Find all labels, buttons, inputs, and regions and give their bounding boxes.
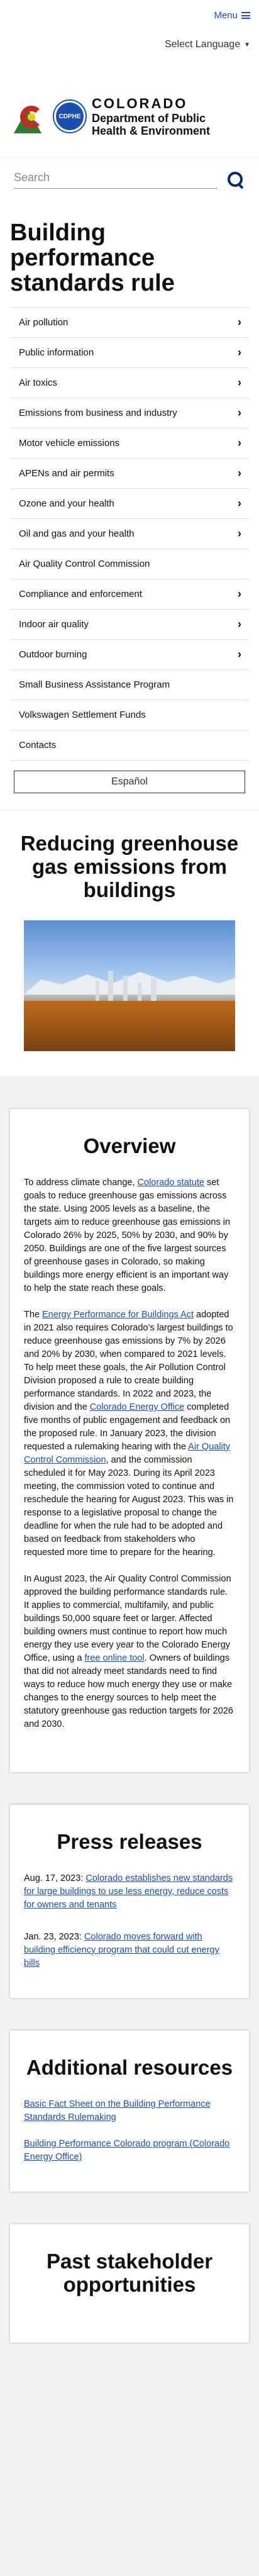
site-header: CDPHE COLORADO Department of Public Heal… bbox=[0, 75, 259, 157]
nav-item[interactable]: Air toxics › bbox=[10, 368, 249, 398]
chevron-right-icon: › bbox=[238, 376, 241, 389]
search-icon[interactable] bbox=[226, 170, 245, 189]
search-bar: Search bbox=[0, 157, 259, 201]
hamburger-icon bbox=[241, 12, 250, 19]
page-title: Building performance standards rule bbox=[10, 220, 175, 296]
menu-label: Menu bbox=[214, 10, 238, 21]
content-cards: Overview To address climate change, Colo… bbox=[0, 1076, 259, 2343]
chevron-right-icon: › bbox=[238, 346, 241, 359]
colorado-energy-office-link[interactable]: Colorado Energy Office bbox=[89, 1402, 185, 1412]
section-nav: Air pollution › Public information › Air tox… bbox=[10, 307, 249, 761]
nav-item-label: Oil and gas and your health bbox=[19, 528, 135, 539]
nav-item[interactable]: Indoor air quality › bbox=[10, 610, 249, 640]
overview-paragraph-3: In August 2023, the Air Quality Control … bbox=[24, 1574, 233, 1729]
nav-item[interactable]: Contacts bbox=[10, 730, 249, 761]
chevron-right-icon: › bbox=[238, 406, 241, 419]
fact-sheet-link[interactable]: Basic Fact Sheet on the Building Perform… bbox=[24, 2099, 211, 2122]
chevron-right-icon: › bbox=[238, 497, 241, 510]
nav-item-label: Indoor air quality bbox=[19, 619, 89, 630]
nav-item-label: Air pollution bbox=[19, 317, 69, 328]
top-bar: Menu Select Language ▼ bbox=[0, 0, 259, 75]
additional-resources-card: Additional resources Basic Fact Sheet on… bbox=[10, 2031, 249, 2192]
nav-item[interactable]: Motor vehicle emissions › bbox=[10, 428, 249, 459]
cdphe-seal: CDPHE bbox=[54, 101, 85, 132]
press-item: Aug. 17, 2023: Colorado establishes new … bbox=[24, 1873, 233, 1910]
nav-item[interactable]: Oil and gas and your health › bbox=[10, 519, 249, 549]
stakeholder-heading: Past stakeholder opportunities bbox=[46, 2250, 213, 2296]
nav-item-label: Outdoor burning bbox=[19, 649, 87, 660]
nav-item[interactable]: Volkswagen Settlement Funds bbox=[10, 700, 249, 730]
press-heading: Press releases bbox=[57, 1830, 202, 1853]
colorado-statute-link[interactable]: Colorado statute bbox=[137, 1178, 204, 1188]
overview-paragraph-2: The Energy Performance for Buildings Act… bbox=[24, 1310, 234, 1558]
energy-performance-act-link[interactable]: Energy Performance for Buildings Act bbox=[42, 1310, 194, 1320]
nav-item[interactable]: Ozone and your health › bbox=[10, 489, 249, 519]
nav-item-label: Air toxics bbox=[19, 377, 57, 388]
chevron-right-icon: › bbox=[238, 527, 241, 540]
department-line-2: Health & Environment bbox=[92, 125, 211, 137]
denver-skyline-image bbox=[24, 920, 235, 1051]
nav-item[interactable]: APENs and air permits › bbox=[10, 459, 249, 489]
caret-down-icon: ▼ bbox=[244, 41, 250, 48]
nav-item-label: Public information bbox=[19, 347, 94, 358]
chevron-right-icon: › bbox=[238, 467, 241, 479]
espanol-button[interactable]: Español bbox=[14, 771, 245, 793]
chevron-right-icon: › bbox=[238, 648, 241, 661]
hero-section: Reducing greenhouse gas emissions from b… bbox=[0, 810, 259, 1076]
press-link-aug-2023[interactable]: Colorado establishes new standards for l… bbox=[24, 1873, 233, 1910]
nav-item-label: Emissions from business and industry bbox=[19, 408, 177, 418]
overview-paragraph-1: To address climate change, Colorado stat… bbox=[24, 1178, 231, 1293]
press-releases-card: Press releases Aug. 17, 2023: Colorado e… bbox=[10, 1805, 249, 1998]
language-select[interactable]: Select Language ▼ bbox=[165, 39, 250, 50]
nav-item[interactable]: Emissions from business and industry › bbox=[10, 398, 249, 428]
overview-card: Overview To address climate change, Colo… bbox=[10, 1109, 249, 1772]
state-name: COLORADO bbox=[92, 96, 188, 111]
nav-item-label: APENs and air permits bbox=[19, 468, 114, 479]
nav-item[interactable]: Compliance and enforcement › bbox=[10, 579, 249, 610]
press-link-jan-2023[interactable]: Colorado moves forward with building eff… bbox=[24, 1932, 219, 1968]
chevron-right-icon: › bbox=[238, 316, 241, 328]
resource-item: Building Performance Colorado program (C… bbox=[24, 2138, 235, 2164]
chevron-right-icon: › bbox=[238, 618, 241, 630]
chevron-right-icon: › bbox=[238, 437, 241, 449]
overview-heading: Overview bbox=[83, 1134, 176, 1157]
nav-item-label: Motor vehicle emissions bbox=[19, 438, 120, 449]
menu-button[interactable]: Menu bbox=[214, 10, 250, 21]
department-name[interactable]: COLORADO Department of Public Health & E… bbox=[92, 96, 245, 137]
stakeholder-card: Past stakeholder opportunities bbox=[10, 2224, 249, 2343]
nav-item[interactable]: Outdoor burning › bbox=[10, 640, 249, 670]
free-online-tool-link[interactable]: free online tool bbox=[84, 1653, 145, 1663]
nav-item-label: Volkswagen Settlement Funds bbox=[19, 710, 146, 720]
nav-item-label: Ozone and your health bbox=[19, 498, 114, 509]
nav-item[interactable]: Air pollution › bbox=[10, 308, 249, 338]
press-item: Jan. 23, 2023: Colorado moves forward wi… bbox=[24, 1932, 219, 1968]
main-content: Building performance standards rule Air … bbox=[0, 201, 259, 810]
building-performance-program-link[interactable]: Building Performance Colorado program (C… bbox=[24, 2139, 230, 2162]
resource-item: Basic Fact Sheet on the Building Perform… bbox=[24, 2098, 235, 2124]
nav-item[interactable]: Public information › bbox=[10, 338, 249, 368]
nav-item-label: Small Business Assistance Program bbox=[19, 679, 170, 690]
nav-item-label: Air Quality Control Commission bbox=[19, 559, 150, 569]
hero-heading: Reducing greenhouse gas emissions from b… bbox=[20, 832, 239, 901]
nav-item-label: Contacts bbox=[19, 740, 57, 750]
search-input[interactable]: Search bbox=[14, 171, 218, 189]
language-label: Select Language bbox=[164, 39, 241, 50]
resources-heading: Additional resources bbox=[26, 2056, 233, 2079]
aqcc-link[interactable]: Air Quality Control Commission bbox=[24, 1442, 231, 1465]
nav-item[interactable]: Small Business Assistance Program bbox=[10, 670, 249, 700]
nav-item-label: Compliance and enforcement bbox=[19, 589, 142, 599]
nav-item[interactable]: Air Quality Control Commission bbox=[10, 549, 249, 579]
department-line-1: Department of Public bbox=[92, 112, 206, 125]
chevron-right-icon: › bbox=[238, 588, 241, 600]
colorado-logo[interactable] bbox=[14, 99, 48, 133]
